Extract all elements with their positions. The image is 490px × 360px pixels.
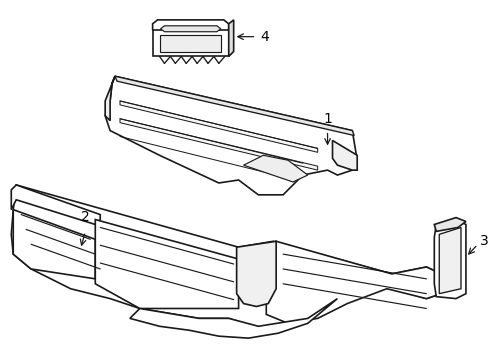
Polygon shape xyxy=(115,76,354,135)
Polygon shape xyxy=(161,26,221,32)
Polygon shape xyxy=(105,76,115,121)
Polygon shape xyxy=(152,30,229,57)
Polygon shape xyxy=(105,76,357,195)
Polygon shape xyxy=(244,155,308,182)
Polygon shape xyxy=(266,241,441,323)
Polygon shape xyxy=(333,140,357,170)
Polygon shape xyxy=(439,228,461,294)
Polygon shape xyxy=(13,210,95,279)
Text: 3: 3 xyxy=(480,234,489,248)
Polygon shape xyxy=(120,119,318,170)
Text: 4: 4 xyxy=(260,30,269,44)
Polygon shape xyxy=(95,220,239,309)
Polygon shape xyxy=(229,20,234,57)
Polygon shape xyxy=(152,20,229,34)
Polygon shape xyxy=(237,241,276,306)
Polygon shape xyxy=(434,217,466,231)
Polygon shape xyxy=(160,35,221,51)
Polygon shape xyxy=(11,185,441,328)
Polygon shape xyxy=(11,185,100,225)
Polygon shape xyxy=(120,101,318,152)
Text: 1: 1 xyxy=(323,112,332,126)
Text: 2: 2 xyxy=(81,211,90,225)
Polygon shape xyxy=(434,220,466,298)
Polygon shape xyxy=(130,298,338,338)
